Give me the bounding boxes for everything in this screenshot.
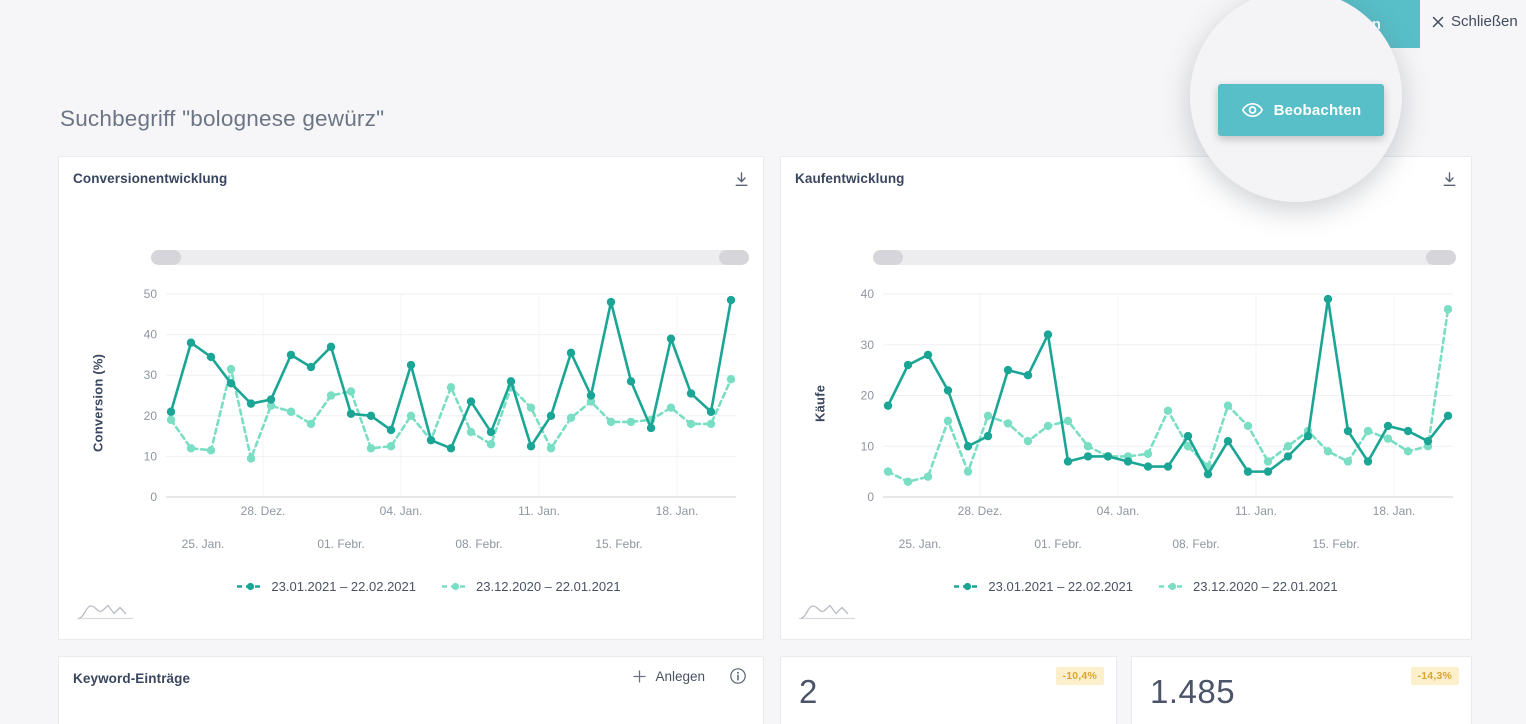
svg-text:15. Febr.: 15. Febr. — [595, 537, 642, 551]
legend-label: 23.01.2021 – 22.02.2021 — [271, 579, 416, 594]
stat-value: 1.485 — [1150, 673, 1236, 710]
stat-value: 2 — [799, 673, 818, 710]
close-label: Schließen — [1451, 13, 1518, 30]
close-button[interactable]: Schließen — [1432, 13, 1518, 30]
legend-marker-current — [954, 582, 982, 591]
chart-title: Conversionentwicklung — [73, 171, 228, 186]
svg-text:10: 10 — [861, 439, 875, 453]
svg-text:08. Febr.: 08. Febr. — [1172, 537, 1219, 551]
legend-item-current[interactable]: 23.01.2021 – 22.02.2021 — [237, 579, 416, 594]
info-button[interactable] — [729, 667, 747, 685]
svg-text:50: 50 — [144, 287, 158, 301]
svg-text:20: 20 — [144, 409, 158, 423]
svg-text:30: 30 — [861, 338, 875, 352]
chart-legend: 23.01.2021 – 22.02.2021 23.12.2020 – 22.… — [836, 579, 1456, 594]
svg-text:30: 30 — [144, 368, 158, 382]
legend-label: 23.12.2020 – 22.01.2021 — [1193, 579, 1338, 594]
download-button[interactable] — [1437, 167, 1461, 191]
legend-item-previous[interactable]: 23.12.2020 – 22.01.2021 — [442, 579, 621, 594]
info-icon — [730, 668, 746, 684]
area-chart-icon — [799, 604, 855, 620]
slider-handle-left[interactable] — [151, 250, 181, 265]
legend-label: 23.01.2021 – 22.02.2021 — [988, 579, 1133, 594]
legend-marker-current — [237, 582, 265, 591]
svg-text:40: 40 — [861, 287, 875, 301]
purchases-line-chart: 0 10 20 30 40 28. Dez. 04. Jan. 11. Jan. 18. Jan… — [861, 287, 1453, 551]
chart-legend: 23.01.2021 – 22.02.2021 23.12.2020 – 22.… — [119, 579, 739, 594]
download-button[interactable] — [729, 167, 753, 191]
svg-text:20: 20 — [861, 389, 875, 403]
card-title: Keyword-Einträge — [73, 671, 191, 686]
plus-icon — [633, 669, 647, 683]
close-icon — [1432, 16, 1444, 27]
svg-text:25. Jan.: 25. Jan. — [182, 537, 225, 551]
area-chart-icon — [77, 604, 133, 620]
stat-card-search-volume: 1.485 -14,3% — [1131, 656, 1472, 724]
svg-text:04. Jan.: 04. Jan. — [380, 504, 423, 518]
stat-card-keyword-count: 2 -10,4% — [780, 656, 1117, 724]
add-keyword-button[interactable]: Anlegen — [633, 669, 705, 684]
svg-text:01. Febr.: 01. Febr. — [317, 537, 364, 551]
svg-text:28. Dez.: 28. Dez. — [241, 504, 286, 518]
keyword-entries-card: Keyword-Einträge Anlegen — [58, 656, 764, 724]
slider-handle-right[interactable] — [719, 250, 749, 265]
chart-title: Kaufentwicklung — [795, 171, 905, 186]
slider-handle-left[interactable] — [873, 250, 903, 265]
legend-marker-previous — [442, 582, 469, 591]
legend-marker-previous — [1159, 582, 1186, 591]
svg-text:11. Jan.: 11. Jan. — [1235, 504, 1277, 518]
y-axis-label: Käufe — [812, 384, 828, 422]
svg-text:08. Febr.: 08. Febr. — [455, 537, 502, 551]
download-icon — [1443, 171, 1455, 186]
svg-text:18. Jan.: 18. Jan. — [1373, 504, 1416, 518]
conversion-line-chart: 0 10 20 30 40 50 28. Dez. 04. Jan. 11. Jan. 18. J… — [144, 287, 736, 551]
eye-icon — [1241, 102, 1263, 118]
change-badge: -10,4% — [1055, 667, 1104, 685]
svg-text:18. Jan.: 18. Jan. — [656, 504, 699, 518]
svg-text:0: 0 — [150, 490, 157, 504]
date-range-slider[interactable] — [873, 250, 1456, 265]
svg-text:10: 10 — [144, 449, 158, 463]
svg-text:04. Jan.: 04. Jan. — [1097, 504, 1140, 518]
watch-button-spotlight[interactable]: Beobachten — [1218, 84, 1384, 136]
change-badge: -14,3% — [1410, 667, 1459, 685]
svg-text:11. Jan.: 11. Jan. — [518, 504, 560, 518]
download-icon — [735, 171, 747, 186]
legend-item-previous[interactable]: 23.12.2020 – 22.01.2021 — [1159, 579, 1338, 594]
svg-text:25. Jan.: 25. Jan. — [899, 537, 942, 551]
svg-text:28. Dez.: 28. Dez. — [958, 504, 1003, 518]
page-title: Suchbegriff "bolognese gewürz" — [60, 106, 385, 131]
slider-handle-right[interactable] — [1426, 250, 1456, 265]
date-range-slider[interactable] — [151, 250, 749, 265]
purchases-chart-card: Kaufentwicklung Käufe 0 10 20 30 40 28. Dez. 0… — [780, 156, 1472, 640]
conversion-chart-card: Conversionentwicklung Conversion (%) 0 10… — [58, 156, 764, 640]
legend-item-current[interactable]: 23.01.2021 – 22.02.2021 — [954, 579, 1133, 594]
y-axis-label: Conversion (%) — [90, 353, 106, 453]
legend-label: 23.12.2020 – 22.01.2021 — [476, 579, 621, 594]
svg-text:40: 40 — [144, 328, 158, 342]
add-keyword-label: Anlegen — [655, 668, 705, 684]
svg-text:01. Febr.: 01. Febr. — [1034, 537, 1081, 551]
watch-button-label: Beobachten — [1273, 101, 1362, 119]
svg-text:0: 0 — [867, 490, 874, 504]
svg-text:15. Febr.: 15. Febr. — [1312, 537, 1359, 551]
